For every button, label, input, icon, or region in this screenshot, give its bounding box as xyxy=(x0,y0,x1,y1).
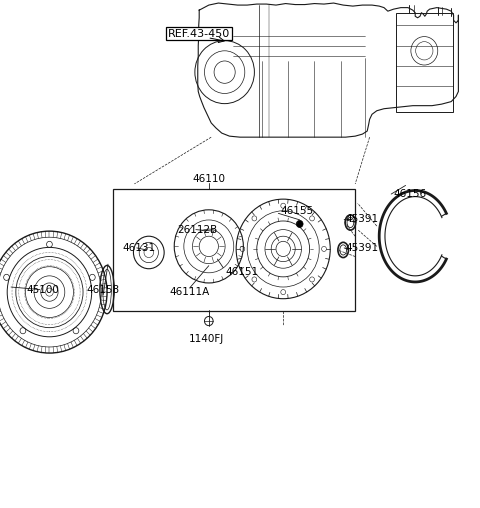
Text: 45391: 45391 xyxy=(346,214,379,225)
Text: 26112B: 26112B xyxy=(178,225,218,235)
Text: 46131: 46131 xyxy=(122,243,156,253)
Text: 46155: 46155 xyxy=(281,206,314,216)
Text: 46111A: 46111A xyxy=(169,287,210,297)
Text: 46156: 46156 xyxy=(394,189,427,199)
Text: REF.43-450: REF.43-450 xyxy=(168,28,230,39)
Text: 46110: 46110 xyxy=(192,174,225,184)
Text: 1140FJ: 1140FJ xyxy=(189,334,224,344)
Bar xyxy=(113,189,355,311)
Text: 46151: 46151 xyxy=(226,267,259,277)
Circle shape xyxy=(296,220,303,228)
Text: 45391: 45391 xyxy=(346,243,379,253)
Text: 46158: 46158 xyxy=(86,284,120,295)
Bar xyxy=(396,13,453,112)
Text: 45100: 45100 xyxy=(26,284,59,295)
